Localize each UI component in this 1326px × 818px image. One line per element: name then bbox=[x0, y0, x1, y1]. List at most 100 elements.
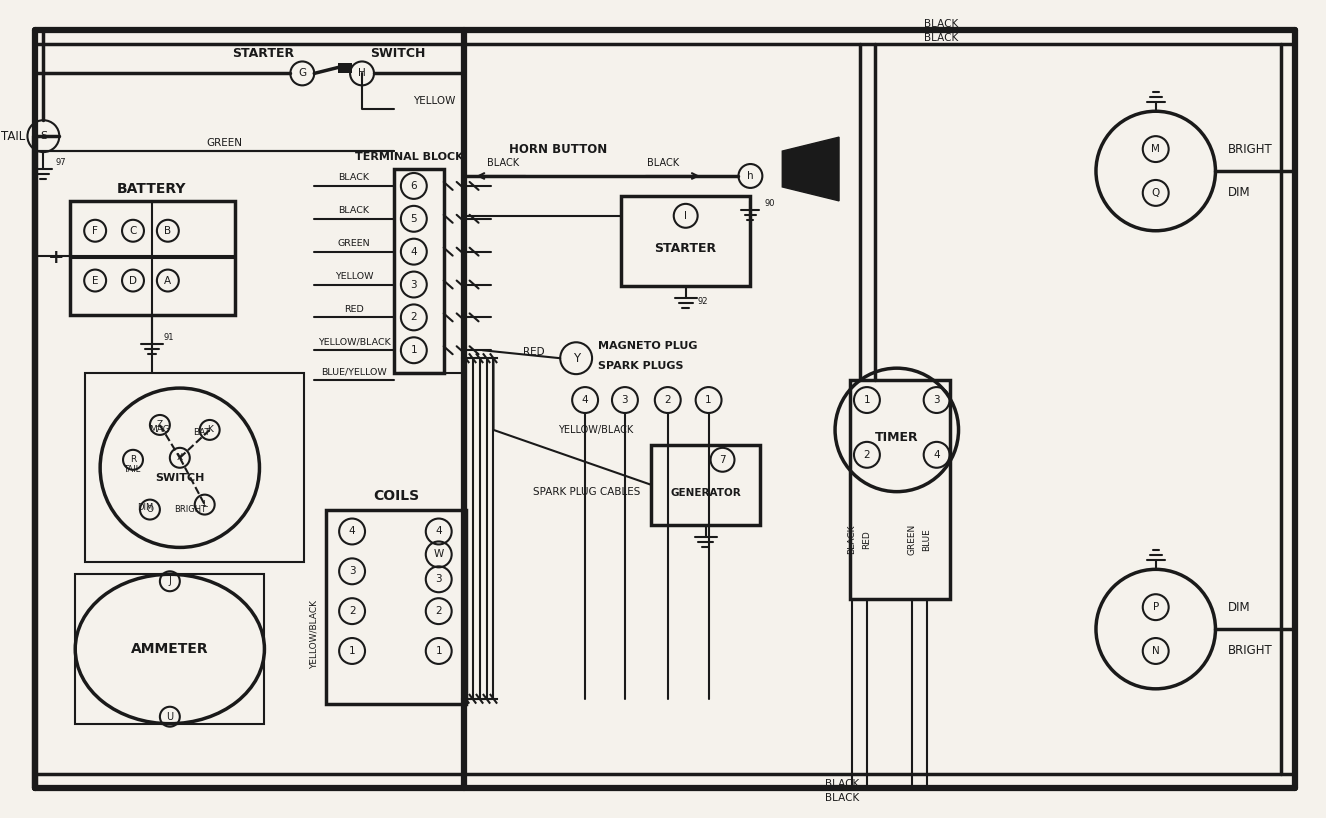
Text: RED: RED bbox=[862, 530, 871, 549]
Text: 2: 2 bbox=[664, 395, 671, 405]
Text: STARTER: STARTER bbox=[232, 47, 294, 60]
Bar bbox=[70, 201, 235, 316]
Text: BLACK: BLACK bbox=[338, 206, 370, 215]
Bar bbox=[394, 169, 444, 373]
Text: BLACK: BLACK bbox=[924, 19, 959, 29]
Text: C: C bbox=[130, 226, 137, 236]
Text: 2: 2 bbox=[435, 606, 442, 616]
Bar bbox=[621, 196, 751, 285]
Bar bbox=[326, 510, 465, 703]
Text: F: F bbox=[93, 226, 98, 236]
Text: BLACK: BLACK bbox=[924, 33, 959, 43]
Text: 4: 4 bbox=[435, 527, 442, 537]
Text: 3: 3 bbox=[622, 395, 629, 405]
Text: BLUE/YELLOW: BLUE/YELLOW bbox=[321, 367, 387, 376]
Text: YELLOW/BLACK: YELLOW/BLACK bbox=[318, 338, 390, 347]
Text: U: U bbox=[166, 712, 174, 721]
Text: 2: 2 bbox=[863, 450, 870, 460]
Text: X: X bbox=[176, 453, 183, 462]
Text: K: K bbox=[207, 425, 212, 434]
Text: 4: 4 bbox=[934, 450, 940, 460]
Text: SPARK PLUGS: SPARK PLUGS bbox=[598, 362, 683, 371]
Text: 4: 4 bbox=[582, 395, 589, 405]
Text: 92: 92 bbox=[697, 297, 708, 306]
Text: 97: 97 bbox=[56, 158, 66, 167]
Text: 4: 4 bbox=[349, 527, 355, 537]
Text: J: J bbox=[168, 576, 171, 587]
Text: 7: 7 bbox=[719, 455, 725, 465]
Text: N: N bbox=[1152, 646, 1160, 656]
Text: BRIGHT: BRIGHT bbox=[1228, 645, 1272, 658]
Text: 3: 3 bbox=[934, 395, 940, 405]
Text: 6: 6 bbox=[411, 181, 418, 191]
Text: BAT: BAT bbox=[194, 429, 210, 438]
Text: TERMINAL BLOCK: TERMINAL BLOCK bbox=[354, 152, 463, 162]
Text: GENERATOR: GENERATOR bbox=[670, 488, 741, 497]
Text: 2: 2 bbox=[411, 312, 418, 322]
Text: BLUE: BLUE bbox=[922, 528, 931, 551]
Text: Q: Q bbox=[1151, 188, 1160, 198]
Text: 3: 3 bbox=[349, 566, 355, 577]
Text: S: S bbox=[40, 131, 46, 142]
Text: GREEN: GREEN bbox=[338, 239, 370, 248]
Text: 3: 3 bbox=[411, 280, 418, 290]
Text: DIM: DIM bbox=[1228, 187, 1250, 200]
Text: M: M bbox=[1151, 144, 1160, 154]
Text: BLACK: BLACK bbox=[825, 793, 859, 803]
Bar bbox=[85, 373, 304, 562]
Text: L: L bbox=[202, 500, 207, 509]
Text: TAIL: TAIL bbox=[1, 129, 25, 142]
Text: AMMETER: AMMETER bbox=[131, 642, 208, 656]
Text: R: R bbox=[130, 456, 137, 465]
Text: RED: RED bbox=[522, 347, 544, 357]
Text: DIM: DIM bbox=[137, 503, 152, 512]
Text: BLACK: BLACK bbox=[488, 158, 520, 168]
Text: BLACK: BLACK bbox=[825, 780, 859, 789]
Text: 1: 1 bbox=[863, 395, 870, 405]
Text: h: h bbox=[747, 171, 753, 181]
Text: STARTER: STARTER bbox=[655, 242, 717, 255]
Text: W: W bbox=[434, 550, 444, 560]
Text: MAGNETO PLUG: MAGNETO PLUG bbox=[598, 341, 697, 351]
Text: BRIGHT: BRIGHT bbox=[174, 505, 206, 514]
Text: TAIL: TAIL bbox=[123, 465, 141, 474]
Text: E: E bbox=[91, 276, 98, 285]
Text: H: H bbox=[358, 69, 366, 79]
Text: P: P bbox=[1152, 602, 1159, 612]
Text: O: O bbox=[146, 505, 154, 514]
Text: YELLOW/BLACK: YELLOW/BLACK bbox=[310, 600, 318, 668]
Text: GREEN: GREEN bbox=[207, 138, 243, 148]
Text: BLACK: BLACK bbox=[647, 158, 679, 168]
Text: 5: 5 bbox=[411, 213, 418, 224]
Text: BRIGHT: BRIGHT bbox=[1228, 142, 1272, 155]
Text: SWITCH: SWITCH bbox=[155, 473, 204, 483]
Text: DIM: DIM bbox=[1228, 600, 1250, 614]
Polygon shape bbox=[782, 137, 839, 201]
Bar bbox=[338, 64, 353, 74]
Text: YELLOW/BLACK: YELLOW/BLACK bbox=[558, 425, 634, 435]
Text: SPARK PLUG CABLES: SPARK PLUG CABLES bbox=[533, 487, 640, 497]
Text: Y: Y bbox=[573, 352, 579, 365]
Text: BATTERY: BATTERY bbox=[117, 182, 187, 196]
Bar bbox=[76, 574, 264, 724]
Text: 90: 90 bbox=[764, 200, 774, 209]
Text: Z: Z bbox=[156, 420, 163, 429]
Text: TIMER: TIMER bbox=[875, 431, 919, 444]
Text: 1: 1 bbox=[349, 646, 355, 656]
Text: COILS: COILS bbox=[373, 488, 419, 502]
Text: BLACK: BLACK bbox=[338, 173, 370, 182]
Text: B: B bbox=[164, 226, 171, 236]
Text: HORN BUTTON: HORN BUTTON bbox=[509, 142, 607, 155]
Text: 4: 4 bbox=[411, 247, 418, 257]
Text: 1: 1 bbox=[705, 395, 712, 405]
Text: 3: 3 bbox=[435, 574, 442, 584]
Text: YELLOW: YELLOW bbox=[412, 97, 455, 106]
Text: MAG: MAG bbox=[150, 425, 170, 434]
Text: I: I bbox=[684, 211, 687, 221]
Text: GREEN: GREEN bbox=[907, 524, 916, 555]
Text: +: + bbox=[48, 248, 65, 267]
Text: YELLOW: YELLOW bbox=[335, 272, 374, 281]
Text: 91: 91 bbox=[164, 333, 175, 342]
Text: SWITCH: SWITCH bbox=[370, 47, 426, 60]
Text: 1: 1 bbox=[411, 345, 418, 355]
